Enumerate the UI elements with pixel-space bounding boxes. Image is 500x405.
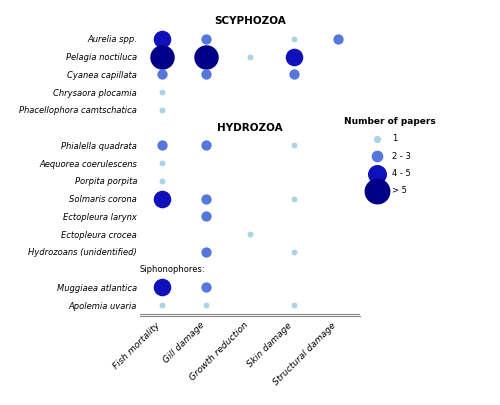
Point xyxy=(158,196,166,202)
Point xyxy=(246,231,254,237)
Point xyxy=(158,284,166,291)
Point xyxy=(202,284,210,291)
Point xyxy=(290,53,298,60)
Point xyxy=(158,89,166,95)
Point xyxy=(158,107,166,113)
Point xyxy=(202,213,210,220)
Point xyxy=(202,196,210,202)
Point xyxy=(202,36,210,42)
Text: SCYPHOZOA: SCYPHOZOA xyxy=(214,16,286,26)
Point xyxy=(202,53,210,60)
Point xyxy=(290,71,298,78)
Point xyxy=(158,36,166,42)
Point xyxy=(158,160,166,166)
Point xyxy=(158,53,166,60)
Legend: 1, 2 - 3, 4 - 5, > 5: 1, 2 - 3, 4 - 5, > 5 xyxy=(341,113,440,198)
Point xyxy=(290,249,298,255)
Point xyxy=(158,71,166,78)
Point xyxy=(202,71,210,78)
Text: Siphonophores:: Siphonophores: xyxy=(140,265,205,274)
Point xyxy=(290,36,298,42)
Point xyxy=(158,302,166,309)
Point xyxy=(334,36,342,42)
Text: HYDROZOA: HYDROZOA xyxy=(217,123,283,132)
Point xyxy=(246,53,254,60)
Point xyxy=(290,302,298,309)
Point xyxy=(158,178,166,184)
Point xyxy=(290,196,298,202)
Point xyxy=(202,249,210,255)
Point xyxy=(158,142,166,149)
Point xyxy=(202,142,210,149)
Point xyxy=(202,302,210,309)
Point xyxy=(290,142,298,149)
